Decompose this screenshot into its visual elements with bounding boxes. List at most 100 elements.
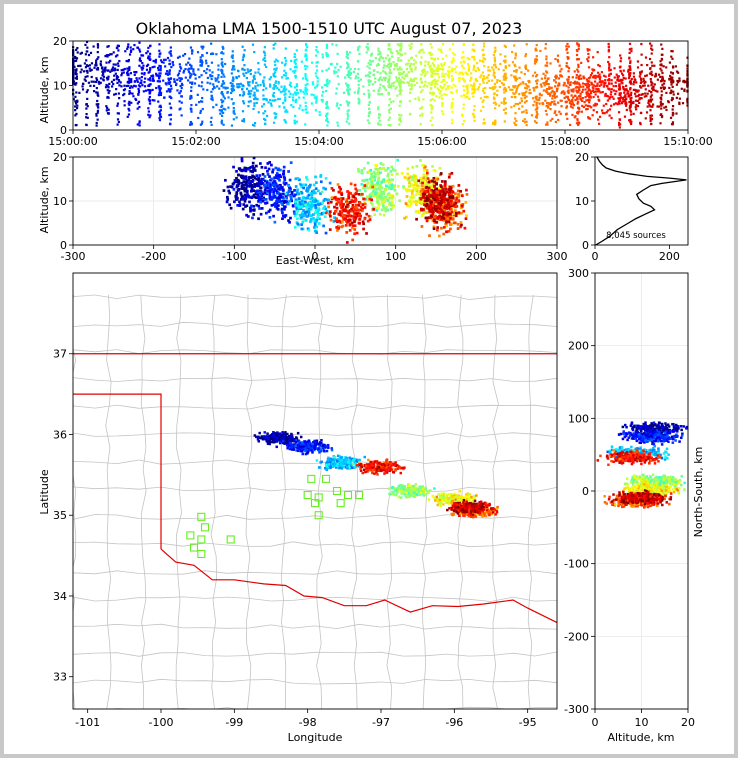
ew-altitude-point (396, 158, 400, 162)
time-altitude-point (644, 56, 648, 59)
time-altitude-point (110, 80, 114, 83)
time-altitude-point (621, 78, 624, 82)
time-altitude-point (400, 68, 403, 71)
time-altitude-point (337, 107, 340, 110)
time-altitude-point (650, 84, 653, 87)
time-altitude-point (608, 73, 611, 76)
time-altitude-point (625, 108, 628, 112)
time-altitude-point (257, 68, 260, 71)
time-altitude-point (567, 78, 570, 81)
time-altitude-point (230, 98, 233, 101)
time-altitude-point (382, 85, 385, 88)
ew-altitude-point (439, 186, 443, 190)
ew-altitude-point (251, 216, 254, 220)
time-altitude-point (87, 81, 90, 84)
ew-altitude-point (304, 183, 308, 187)
time-altitude-point (221, 65, 224, 68)
time-altitude-point (432, 58, 436, 61)
ew-altitude-point (312, 217, 315, 220)
time-altitude-point (232, 107, 235, 110)
time-altitude-point (461, 113, 464, 116)
ew-altitude-point (442, 200, 446, 203)
time-altitude-point (252, 94, 255, 97)
time-altitude-point (231, 82, 234, 85)
time-altitude-point (127, 84, 130, 87)
ew-altitude-point (256, 194, 260, 198)
time-altitude-point (604, 93, 607, 96)
time-altitude-point (525, 120, 528, 123)
time-altitude-point (349, 67, 352, 71)
time-altitude-point (294, 76, 297, 79)
ew-altitude-point (359, 208, 362, 212)
time-altitude-point (439, 90, 443, 93)
ew-altitude-point (337, 219, 341, 223)
time-altitude-point (202, 88, 205, 91)
time-altitude-point (158, 88, 161, 91)
time-altitude-point (315, 96, 318, 99)
time-altitude-point (384, 57, 387, 60)
time-altitude-point (325, 69, 328, 72)
time-altitude-point (606, 109, 609, 112)
time-altitude-point (126, 81, 129, 84)
time-altitude-point (518, 101, 522, 105)
time-altitude-point (460, 94, 463, 98)
time-altitude-point (85, 90, 88, 94)
ew-altitude-point (358, 221, 361, 225)
time-altitude-point (660, 94, 663, 97)
time-altitude-point (525, 90, 528, 93)
ew-altitude-point (275, 197, 279, 200)
ew-altitude-points (222, 156, 469, 244)
time-altitude-point (490, 87, 494, 90)
time-altitude-point (102, 75, 106, 78)
time-altitude-point (398, 83, 401, 86)
ew-altitude-point (243, 189, 247, 193)
time-altitude-point (220, 98, 223, 101)
time-altitude-point (117, 120, 120, 124)
ew-altitude-point (307, 193, 311, 197)
time-altitude-point (298, 96, 301, 99)
ew-altitude-point (245, 190, 249, 194)
ew-altitude-point (461, 203, 465, 206)
time-altitude-point (586, 86, 589, 89)
time-altitude-point (513, 96, 516, 99)
time-altitude-point (410, 87, 413, 91)
time-altitude-point (437, 69, 440, 73)
time-altitude-point (590, 106, 593, 109)
ew-altitude-point (447, 201, 450, 205)
ew-altitude-point (447, 175, 451, 179)
time-altitude-point (515, 70, 518, 73)
time-altitude-point (140, 75, 143, 79)
time-altitude-point (367, 74, 370, 77)
time-altitude-point (105, 76, 109, 79)
time-altitude-point (628, 95, 631, 98)
time-altitude-point (466, 72, 469, 75)
time-altitude-point (369, 63, 372, 66)
time-altitude-point (577, 58, 580, 61)
time-altitude-point (587, 88, 590, 91)
ew-altitude-point (249, 189, 253, 193)
time-altitude-point (662, 65, 665, 68)
time-altitude-point (545, 80, 548, 83)
time-altitude-point (545, 89, 548, 92)
ew-altitude-point (294, 198, 298, 202)
time-altitude-point (370, 52, 374, 55)
time-altitude-point (565, 47, 569, 51)
time-altitude-point (531, 74, 535, 77)
time-altitude-point (257, 71, 260, 74)
time-altitude-point (169, 113, 173, 116)
time-altitude-point (178, 108, 181, 111)
time-altitude-point (419, 61, 423, 64)
time-altitude-point (108, 89, 111, 93)
time-altitude-point (274, 68, 277, 72)
time-altitude-point (157, 100, 160, 103)
ew-altitude-point (375, 209, 379, 212)
time-altitude-point (548, 86, 551, 89)
time-altitude-point (431, 104, 434, 108)
time-altitude-point (502, 69, 505, 72)
time-altitude-point (316, 76, 319, 80)
time-altitude-point (482, 42, 486, 45)
ew-altitude-point (464, 217, 468, 220)
time-altitude-point (148, 95, 151, 99)
time-altitude-point (536, 106, 539, 109)
time-altitude-point (598, 81, 601, 84)
